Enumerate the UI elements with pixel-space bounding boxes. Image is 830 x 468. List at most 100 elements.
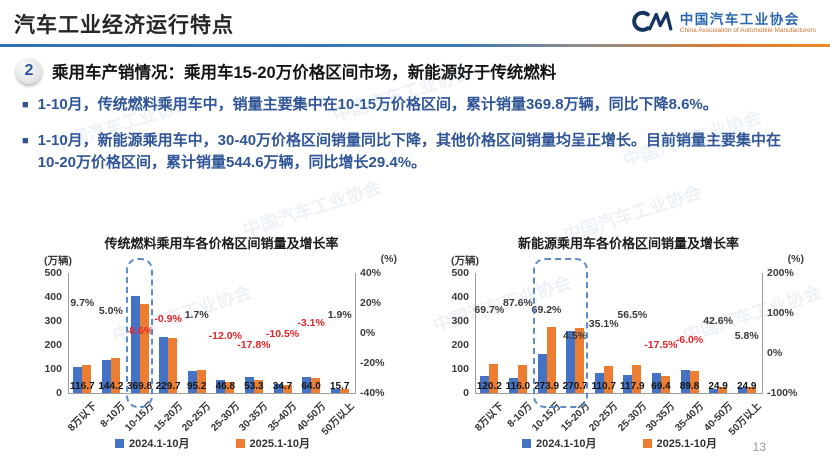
bar-value-label: 15.7 bbox=[329, 381, 350, 392]
bar-2025 bbox=[282, 384, 292, 393]
chart-nev: 新能源乘用车各价格区间销量及增长率 (万辆) (%) 0 100 200 300 400… bbox=[423, 233, 816, 451]
bullet-text: 1-10月，新能源乘用车中，30-40万价格区间销量同比下降，其他价格区间销量均… bbox=[37, 131, 782, 172]
y-axis-tick: 100 bbox=[44, 363, 62, 375]
legend-item: 2025.1-10月 bbox=[235, 435, 310, 451]
section-heading: 2 乘用车产销情况：乘用车15-20万价格区间市场，新能源好于传统燃料 bbox=[16, 58, 814, 84]
bar-2024 bbox=[651, 372, 661, 393]
category-label: 20-25万 bbox=[180, 400, 214, 434]
highlight-box bbox=[126, 258, 153, 408]
legend-item: 2024.1-10月 bbox=[114, 435, 190, 451]
secondary-axis-tick: 20% bbox=[360, 297, 382, 309]
growth-rate-label: 5.8% bbox=[734, 329, 759, 342]
chart-title: 传统燃料乘用车各价格区间销量及增长率 bbox=[104, 236, 339, 251]
secondary-axis-tick: 0% bbox=[767, 347, 783, 359]
bar-value-label: 270.7 bbox=[562, 381, 588, 392]
category-label: 15-20万 bbox=[151, 400, 185, 434]
section-number-badge: 2 bbox=[16, 58, 42, 84]
y-axis-tick: 200 bbox=[44, 339, 62, 351]
growth-rate-label: -10.5% bbox=[265, 327, 300, 340]
bar-2024 bbox=[302, 377, 312, 393]
bar-2025 bbox=[82, 364, 92, 393]
org-name: 中国汽车工业协会 China Association of Automobile… bbox=[679, 11, 816, 35]
bar-2024 bbox=[159, 337, 169, 393]
bar-2024 bbox=[273, 383, 283, 393]
legend-label: 2024.1-10月 bbox=[128, 438, 190, 450]
plot-area bbox=[475, 273, 763, 394]
secondary-axis-tick: 40% bbox=[360, 267, 382, 279]
bar-2025 bbox=[689, 371, 699, 393]
y-axis-tick: 200 bbox=[451, 339, 469, 351]
legend: 2024.1-10月 2025.1-10月 bbox=[423, 435, 816, 451]
growth-rate-label: 69.7% bbox=[474, 304, 505, 317]
bar-value-label: 229.7 bbox=[155, 381, 181, 392]
bar-2025 bbox=[546, 327, 556, 393]
bar-2024 bbox=[594, 373, 604, 393]
page-number: 13 bbox=[752, 440, 766, 454]
bar-2024 bbox=[680, 370, 690, 393]
chart-traditional-fuel: 传统燃料乘用车各价格区间销量及增长率 (万辆) (%) 0 100 200 300 40… bbox=[16, 233, 409, 451]
bar-2024 bbox=[566, 330, 576, 393]
secondary-axis-tick: -100% bbox=[767, 387, 798, 399]
bar-2024 bbox=[737, 387, 747, 393]
y-axis-tick: 500 bbox=[44, 267, 62, 279]
bar-2025 bbox=[110, 358, 120, 393]
category-label: 30-35万 bbox=[237, 400, 271, 434]
y-axis-tick: 400 bbox=[44, 291, 62, 303]
category-label: 25-30万 bbox=[208, 400, 242, 434]
category-label: 35-40万 bbox=[266, 400, 300, 434]
y-axis-tick: 0 bbox=[463, 387, 469, 399]
section-title: 乘用车产销情况：乘用车15-20万价格区间市场，新能源好于传统燃料 bbox=[52, 64, 557, 82]
bar-2025 bbox=[253, 380, 263, 393]
bar-value-label: 24.9 bbox=[736, 381, 757, 392]
bar-value-label: 144.2 bbox=[98, 381, 124, 392]
bar-value-label: 34.7 bbox=[272, 381, 293, 392]
legend-swatch-icon bbox=[235, 438, 245, 448]
bar-2025 bbox=[339, 389, 349, 393]
bar-2025 bbox=[225, 381, 235, 393]
bar-value-label: 24.9 bbox=[708, 381, 728, 392]
bullet-text: 1-10月，传统燃料乘用车中，销量主要集中在10-15万价格区间，累计销量369… bbox=[37, 96, 718, 113]
bar-2024 bbox=[187, 370, 197, 393]
bullet-square-icon: ■ bbox=[22, 99, 29, 111]
growth-rate-label: -8.6% bbox=[125, 324, 154, 337]
growth-rate-label: 35.1% bbox=[588, 317, 619, 330]
secondary-axis-tick: -20% bbox=[360, 357, 385, 369]
growth-rate-label: 56.5% bbox=[617, 309, 648, 322]
category-label: 30-35万 bbox=[644, 400, 678, 434]
header: 汽车工业经济运行特点 中国汽车工业协会 China Association of… bbox=[0, 0, 830, 44]
caam-logo-icon bbox=[632, 8, 674, 39]
y-axis-tick: 300 bbox=[451, 315, 469, 327]
charts-row: 传统燃料乘用车各价格区间销量及增长率 (万辆) (%) 0 100 200 300 40… bbox=[16, 233, 816, 451]
highlight-box bbox=[533, 258, 589, 408]
growth-rate-label: -17.5% bbox=[644, 339, 678, 351]
bar-2024 bbox=[73, 367, 83, 393]
bar-2024 bbox=[244, 377, 254, 393]
axis-unit-left: (万辆) bbox=[451, 255, 479, 267]
growth-rate-label: 1.9% bbox=[327, 309, 352, 322]
org-name-cn: 中国汽车工业协会 bbox=[679, 11, 800, 27]
y-axis-tick: 0 bbox=[56, 387, 62, 399]
bar-2024 bbox=[101, 360, 111, 393]
org-logo: 中国汽车工业协会 China Association of Automobile… bbox=[632, 8, 816, 39]
legend-swatch-icon bbox=[521, 438, 531, 448]
bar-value-label: 95.2 bbox=[186, 381, 207, 392]
bar-value-label: 46.8 bbox=[215, 381, 236, 392]
bar-2025 bbox=[746, 387, 756, 393]
chart-plot-region: (万辆) (%) 0 100 200 300 400 500 40% 20% 0% -20% -40… bbox=[16, 253, 409, 438]
growth-rate-label: -6.0% bbox=[675, 334, 704, 347]
growth-rate-label: 9.7% bbox=[70, 297, 95, 310]
bar-2024 bbox=[330, 389, 340, 393]
bar-value-label: 89.8 bbox=[679, 381, 700, 392]
legend-item: 2025.1-10月 bbox=[642, 435, 717, 451]
bar-2025 bbox=[603, 366, 613, 393]
bar-2024 bbox=[216, 380, 226, 393]
bar-2025 bbox=[196, 370, 206, 393]
axis-unit-left: (万辆) bbox=[44, 255, 72, 267]
axis-unit-right: (%) bbox=[380, 253, 397, 265]
category-label: 20-25万 bbox=[587, 400, 621, 434]
bar-2024 bbox=[709, 388, 719, 393]
bar-2024 bbox=[537, 354, 547, 393]
growth-rate-label: 69.2% bbox=[531, 304, 562, 317]
bar-value-label: 110.7 bbox=[591, 381, 616, 392]
